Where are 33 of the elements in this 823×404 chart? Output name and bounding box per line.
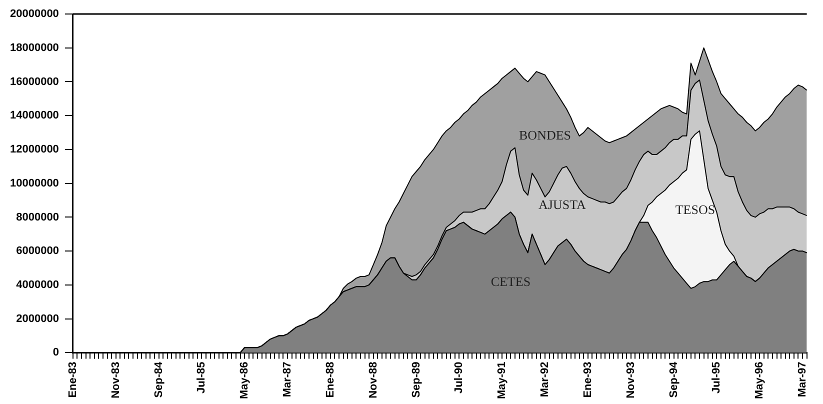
x-tick-label: Mar-97 — [796, 362, 809, 398]
y-tick-label: 4000000 — [16, 278, 59, 291]
x-tick-label: Nov-88 — [367, 362, 380, 398]
y-tick-label: 12000000 — [10, 144, 59, 156]
y-tick-label: 2000000 — [16, 312, 59, 325]
x-tick-label: Sep-94 — [668, 360, 680, 398]
y-tick-label: 10000000 — [10, 177, 59, 190]
x-tick-label: Ene-83 — [66, 362, 79, 398]
x-tick-label: Ene-93 — [582, 362, 594, 398]
y-tick-label: 6000000 — [16, 245, 59, 258]
series-label: CETES — [490, 274, 531, 289]
x-tick-label: Jul-90 — [453, 362, 466, 394]
y-tick-label: 14000000 — [10, 110, 59, 122]
y-tick-label: 16000000 — [10, 76, 59, 88]
series-label: BONDES — [519, 127, 572, 142]
x-tick-label: Jul-85 — [196, 362, 208, 394]
x-tick-label: Ene-88 — [324, 362, 336, 398]
x-tick-label: Jul-95 — [710, 362, 723, 394]
x-tick-label: Sep-89 — [410, 362, 422, 398]
x-tick-label: May-91 — [496, 362, 508, 399]
y-tick-label: 0 — [52, 346, 59, 359]
series-label: TESOS — [675, 202, 716, 217]
x-tick-label: Nov-93 — [624, 362, 637, 398]
series-label: AJUSTA — [538, 196, 586, 212]
x-tick-label: Sep-84 — [152, 360, 165, 398]
x-tick-label: Mar-92 — [539, 362, 552, 398]
x-tick-label: Mar-87 — [282, 362, 294, 398]
y-tick-label: 20000000 — [10, 8, 59, 20]
x-tick-label: May-96 — [754, 362, 766, 399]
y-tick-label: 8000000 — [16, 211, 59, 224]
x-tick-label: Nov-83 — [110, 362, 122, 398]
x-tick-label: May-86 — [238, 362, 251, 399]
y-tick-label: 18000000 — [10, 42, 59, 54]
